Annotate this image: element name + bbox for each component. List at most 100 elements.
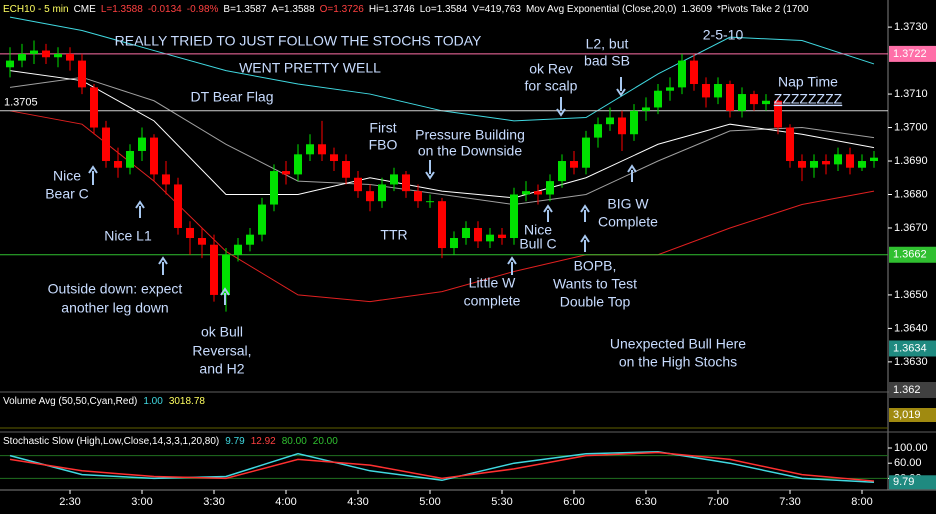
candle-body [150,137,158,175]
annotation: BIG W [607,196,649,212]
candle-body [474,227,482,242]
annotation: 2-5-10 [703,27,744,43]
candle-body [342,161,350,178]
arrow [556,97,566,117]
y-tick-label: 60.00 [894,457,922,469]
candle-body [186,227,194,239]
candle-body [162,174,170,185]
candle-body [234,244,242,255]
header-item: Lo=1.3584 [420,4,468,15]
candle-body [774,100,782,128]
arrow [158,256,168,275]
candle-body [570,161,578,168]
candle-body [246,234,254,245]
candle-body [402,174,410,192]
candle-body [858,161,866,168]
annotation: Nice [53,168,81,184]
annotation: DT Bear Flag [191,89,274,105]
candle-body [6,60,14,68]
candle-body [690,60,698,85]
stoch-line [9,451,875,483]
candle-body [822,161,830,165]
candle-body [630,110,638,135]
header-item: B=1.3587 [223,4,267,15]
header-item: ECH10 - 5 min [3,4,69,15]
annotation: Pressure Building [415,127,525,143]
annotation: Complete [598,214,658,230]
price-box [889,45,936,62]
header: ECH10 - 5 min CME L=1.3588 -0.0134 -0.98% B=1… [3,4,809,15]
candle-body [390,174,398,185]
candle-body [834,154,842,165]
annotation: for scalp [525,78,578,94]
candle-body [18,53,26,61]
candle-body [42,50,50,58]
header-item: L=1.3588 [101,4,143,15]
annotation: Outside down: expect [48,281,183,297]
panel-title: Volume Avg (50,50,Cyan,Red) 1.00 3018.78 [3,396,205,407]
x-tick-label: 2:30 [59,496,80,508]
candle-body [642,107,650,111]
candle-body [270,171,278,205]
arrow [88,165,98,185]
candle-body [306,144,314,155]
y-tick-label: 1.3650 [894,289,928,301]
annotation: Double Top [560,294,631,310]
y-tick-label: 1.3690 [894,155,928,167]
candle-body [354,177,362,192]
candle-body [726,84,734,111]
price-box [889,246,936,263]
annotation: Nap Time [778,74,838,90]
candle-body [486,234,494,242]
header-item: CME [74,4,97,15]
header-item: O=1.3726 [320,4,365,15]
candle-body [654,90,662,108]
candle-body [522,191,530,195]
candle-body [738,94,746,111]
arrow [220,287,230,305]
annotation: WENT PRETTY WELL [239,60,381,76]
candle-body [510,194,518,239]
annotation: Bull C [519,236,556,252]
x-tick-label: 3:30 [203,496,224,508]
price-box-label: 1.3722 [893,48,927,60]
readout: 80.00 [282,436,307,447]
candle-body [330,154,338,162]
x-tick-label: 6:30 [635,496,656,508]
header-item: -0.0134 [148,4,182,15]
stoch-line [9,451,875,482]
x-tick-label: 4:30 [347,496,368,508]
price-box [889,340,936,357]
candle-body [762,100,770,105]
annotation: FBO [369,137,398,153]
annotation: L2, but [586,36,629,52]
arrow [627,164,637,182]
annotation: First [369,120,396,136]
readout: 12.92 [251,436,276,447]
header-item: V=419,763 [472,4,521,15]
price-box [889,382,936,398]
candle-body [78,60,86,88]
candle-body [318,144,326,155]
candle-body [450,238,458,249]
annotation: ok Bull [201,324,243,340]
y-tick-label: 1.3630 [894,356,928,368]
candle-body [750,94,758,105]
readout: 20.00 [313,436,338,447]
candle-body [798,161,806,168]
arrow [507,256,517,275]
x-tick-label: 7:00 [707,496,728,508]
candle-body [702,84,710,98]
candle-body [258,204,266,235]
candle-body [594,124,602,138]
annotation: Bear C [45,186,89,202]
candle-body [30,50,38,54]
annotation: on the Downside [418,143,523,159]
indicator-line [9,76,875,206]
price-box-label: 1.362 [893,384,921,396]
y-tick-label: 1.3670 [894,222,928,234]
annotation: TTR [380,227,407,243]
candle-body [102,127,110,162]
candle-body [870,157,878,162]
candle-body [462,227,470,239]
